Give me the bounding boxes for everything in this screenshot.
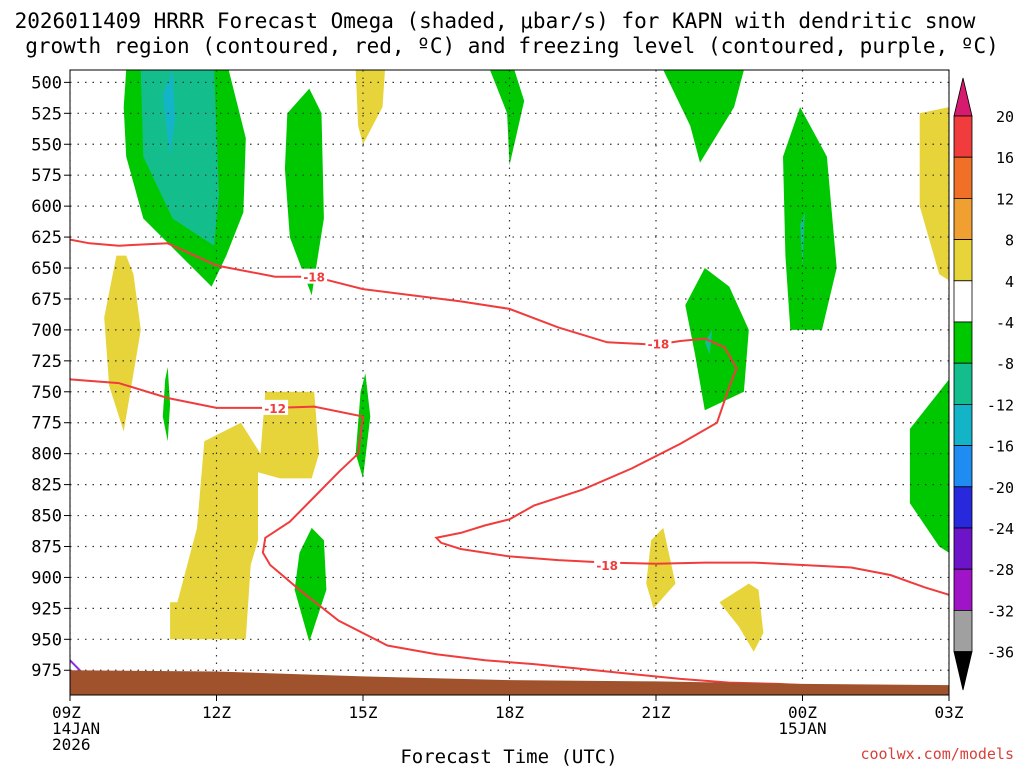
contour-label: -18 — [648, 338, 670, 352]
colorbar-tick-label: -20 — [987, 479, 1014, 497]
terrain — [70, 670, 949, 695]
y-tick-label: 925 — [31, 599, 62, 619]
x-tick-label: 15Z — [349, 703, 378, 722]
colorbar-swatch — [953, 156, 973, 199]
x-tick-label: 03Z — [935, 703, 964, 722]
contour-label-bg — [301, 268, 328, 284]
credit-text: coolwx.com/models — [860, 745, 1014, 763]
y-tick-label: 700 — [31, 321, 62, 341]
y-tick-label: 850 — [31, 507, 62, 527]
colorbar-tick-label: -32 — [987, 602, 1014, 620]
y-axis: 500 525 550 575 600 625 650 675 700 725 750 775 800 8… — [31, 73, 70, 681]
x-axis-label: Forecast Time (UTC) — [400, 746, 617, 768]
colorbar-swatch — [953, 445, 973, 488]
colorbar-swatch — [953, 239, 973, 282]
y-tick-label: 600 — [31, 197, 62, 217]
colorbar-swatch — [953, 77, 973, 117]
colorbar-tick-label: -28 — [987, 561, 1014, 579]
chart-title-line2: growth region (contoured, red, ºC) and f… — [25, 34, 999, 58]
y-tick-label: 775 — [31, 414, 62, 434]
omega-region-19 — [719, 583, 764, 652]
y-tick-label: 725 — [31, 352, 62, 372]
y-tick-label: 575 — [31, 166, 62, 186]
colorbar-swatch — [953, 280, 973, 323]
colorbar-swatch — [953, 197, 973, 240]
omega-region-14 — [355, 70, 385, 145]
y-tick-label: 900 — [31, 568, 62, 588]
colorbar-tick-label: -24 — [987, 520, 1014, 538]
colorbar-tick-label: -4 — [996, 314, 1014, 332]
omega-region-1 — [140, 70, 219, 246]
colorbar-tick-label: -8 — [996, 355, 1014, 373]
y-tick-label: 675 — [31, 290, 62, 310]
omega-region-9 — [704, 329, 713, 355]
colorbar-swatch — [953, 568, 973, 611]
omega-region-13 — [909, 379, 949, 553]
colorbar-swatch — [953, 527, 973, 570]
x-tick-label: 2026 — [52, 735, 91, 754]
omega-region-6 — [783, 107, 837, 330]
chart-title-line1: 2026011409 HRRR Forecast Omega (shaded, … — [15, 9, 976, 33]
colorbar-tick-label: 8 — [1005, 232, 1014, 250]
y-tick-label: 650 — [31, 259, 62, 279]
terrain-fill — [70, 670, 949, 695]
colorbar-tick-label: 4 — [1005, 273, 1014, 291]
omega-region-17 — [170, 391, 319, 640]
x-tick-label: 21Z — [642, 703, 671, 722]
contour-label-bg — [645, 335, 672, 351]
colorbar-tick-label: 20 — [996, 108, 1014, 126]
colorbar-swatch — [953, 651, 973, 691]
x-tick-label: 09Z — [52, 703, 81, 722]
y-tick-label: 950 — [31, 630, 62, 650]
omega-region-15 — [919, 107, 949, 281]
y-tick-label: 625 — [31, 228, 62, 248]
plot-area: -18 -12 -18 -18 — [70, 70, 949, 695]
colorbar-tick-label: -36 — [987, 644, 1014, 662]
omega-region-5 — [663, 70, 744, 163]
x-tick-label: 18Z — [495, 703, 524, 722]
dgz-contours: -18 -12 -18 -18 — [70, 238, 949, 687]
omega-region-8 — [685, 268, 749, 411]
colorbar: 20 16 12 8 4 -4 -8 -12 -16 -20 -24 -28 -32 -36 — [953, 77, 1014, 691]
colorbar-swatch — [953, 610, 973, 653]
colorbar-swatch — [953, 115, 973, 158]
contour-label-bg — [262, 399, 289, 415]
contour-label-bg — [594, 557, 621, 573]
colorbar-tick-label: 16 — [996, 149, 1014, 167]
y-tick-label: 975 — [31, 661, 62, 681]
omega-region-10 — [355, 373, 371, 479]
y-tick-label: 875 — [31, 537, 62, 557]
contour-label: -12 — [264, 402, 286, 416]
omega-region-16 — [104, 255, 141, 432]
y-tick-label: 500 — [31, 73, 62, 93]
colorbar-swatch — [953, 362, 973, 405]
colorbar-tick-label: -12 — [987, 396, 1014, 414]
contour-label: -18 — [303, 271, 325, 285]
contour-label: -18 — [596, 559, 618, 573]
colorbar-swatch — [953, 403, 973, 446]
omega-region-18 — [646, 527, 676, 609]
omega-region-7 — [800, 212, 805, 268]
x-tick-label: 12Z — [202, 703, 231, 722]
colorbar-swatch — [953, 486, 973, 529]
colorbar-tick-label: -16 — [987, 438, 1014, 456]
omega-region-4 — [490, 70, 525, 166]
colorbar-swatch — [953, 321, 973, 364]
x-tick-label: 14JAN — [52, 719, 100, 738]
omega-shading — [104, 70, 949, 652]
omega-region-12 — [294, 527, 327, 642]
y-tick-label: 750 — [31, 383, 62, 403]
y-tick-label: 525 — [31, 104, 62, 124]
y-tick-label: 800 — [31, 445, 62, 465]
x-tick-label: 00Z — [788, 703, 817, 722]
dgz-contour-line — [70, 238, 949, 596]
x-tick-label: 15JAN — [778, 719, 826, 738]
colorbar-tick-label: 12 — [996, 190, 1014, 208]
y-tick-label: 825 — [31, 476, 62, 496]
omega-region-3 — [284, 88, 324, 296]
y-tick-label: 550 — [31, 135, 62, 155]
